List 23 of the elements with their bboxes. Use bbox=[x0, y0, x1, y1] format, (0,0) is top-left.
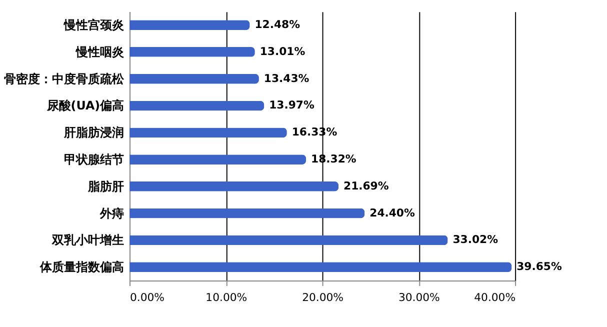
data-label: 12.48% bbox=[254, 18, 300, 32]
y-tick-label: 尿酸(UA)偏高 bbox=[46, 98, 124, 113]
data-label: 33.02% bbox=[452, 233, 498, 246]
y-tick-label: 甲状腺结节 bbox=[64, 152, 124, 166]
y-tick-label: 外痔 bbox=[99, 206, 124, 220]
y-tick-label: 双乳小叶增生 bbox=[51, 233, 124, 248]
y-tick-label: 肝脂肪浸润 bbox=[63, 126, 124, 140]
y-tick-label: 慢性宫颈炎 bbox=[63, 18, 126, 32]
data-label: 21.69% bbox=[344, 179, 389, 192]
data-label: 39.65% bbox=[516, 260, 562, 274]
x-tick-label: 20.00% bbox=[302, 290, 344, 304]
x-tick-label: 30.00% bbox=[398, 290, 440, 304]
data-label: 13.97% bbox=[269, 98, 314, 112]
data-label: 13.01% bbox=[260, 44, 306, 58]
x-tick-label: 40.00% bbox=[474, 290, 516, 304]
data-label: 24.40% bbox=[370, 206, 415, 220]
x-tick-label: 0.00% bbox=[130, 290, 164, 304]
data-label: 13.43% bbox=[264, 72, 310, 85]
y-tick-label: 脂肪肝 bbox=[87, 179, 124, 194]
y-tick-label: 体质量指数偏高 bbox=[39, 260, 124, 274]
y-tick-label: 骨密度：中度骨质疏松 bbox=[4, 72, 126, 86]
y-tick-label: 慢性咽炎 bbox=[75, 44, 126, 59]
x-tick-label: 10.00% bbox=[206, 290, 248, 304]
